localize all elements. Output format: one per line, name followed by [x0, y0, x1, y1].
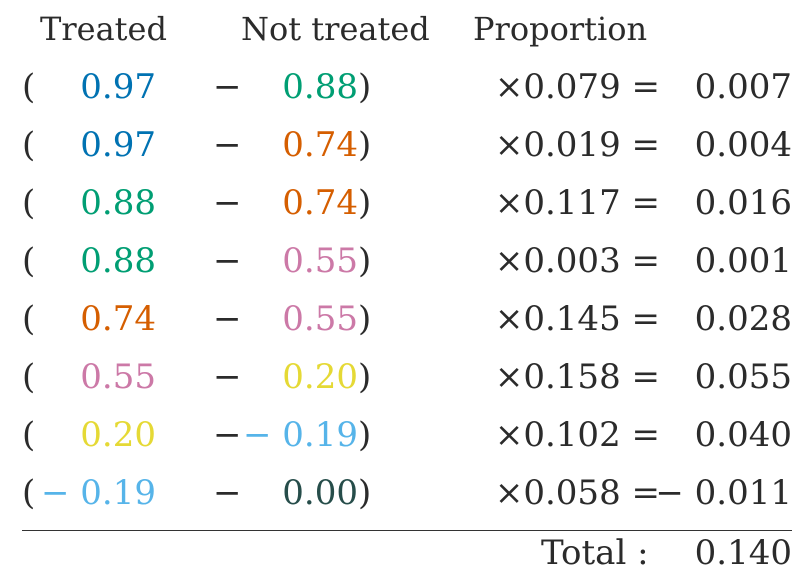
- not-treated-value: 0.20: [282, 357, 358, 397]
- minus-sign: −: [213, 241, 242, 281]
- total-label: Total :: [541, 533, 649, 573]
- not-treated-value: 0.74: [282, 125, 358, 165]
- proportion-value: ×0.102 =: [494, 415, 660, 455]
- header-treated: Treated: [40, 10, 167, 48]
- close-paren: ): [358, 183, 372, 223]
- open-paren: (: [22, 183, 36, 223]
- table-row: (0.88 −0.55) ×0.003 = 0.001: [0, 232, 810, 290]
- open-paren: (: [22, 299, 36, 339]
- row-result: − 0.011: [655, 473, 792, 513]
- close-paren: ): [358, 67, 372, 107]
- open-paren: (: [22, 357, 36, 397]
- total-value: 0.140: [694, 533, 792, 573]
- table-row: (0.97 −0.74) ×0.019 = 0.004: [0, 116, 810, 174]
- not-treated-value: 0.74: [282, 183, 358, 223]
- treated-value: 0.97: [80, 67, 156, 107]
- row-result: 0.007: [694, 67, 792, 107]
- minus-sign: −: [213, 299, 242, 339]
- close-paren: ): [358, 299, 372, 339]
- close-paren: ): [358, 415, 372, 455]
- table-row: (0.20 − − 0.19) ×0.102 = 0.040: [0, 406, 810, 464]
- treated-value: 0.88: [80, 183, 156, 223]
- minus-sign: −: [213, 415, 242, 455]
- treated-value: 0.55: [80, 357, 156, 397]
- header-proportion: Proportion: [473, 10, 648, 48]
- open-paren: (: [22, 67, 36, 107]
- table-row: (0.55 −0.20) ×0.158 = 0.055: [0, 348, 810, 406]
- open-paren: (: [22, 415, 36, 455]
- close-paren: ): [358, 241, 372, 281]
- open-paren: (: [22, 473, 36, 513]
- row-result: 0.055: [694, 357, 792, 397]
- table-row: (0.74 −0.55) ×0.145 = 0.028: [0, 290, 810, 348]
- row-result: 0.016: [694, 183, 792, 223]
- minus-sign: −: [213, 125, 242, 165]
- table-row: (− 0.19 −0.00) ×0.058 = − 0.011: [0, 464, 810, 522]
- close-paren: ): [358, 357, 372, 397]
- proportion-value: ×0.117 =: [494, 183, 660, 223]
- close-paren: ): [358, 473, 372, 513]
- proportion-value: ×0.079 =: [494, 67, 660, 107]
- treated-value: 0.88: [80, 241, 156, 281]
- row-result: 0.004: [694, 125, 792, 165]
- proportion-value: ×0.145 =: [494, 299, 660, 339]
- not-treated-value: − 0.19: [243, 415, 358, 455]
- open-paren: (: [22, 125, 36, 165]
- treated-value: 0.74: [80, 299, 156, 339]
- table-row: (0.88 −0.74) ×0.117 = 0.016: [0, 174, 810, 232]
- total-rule: [22, 530, 792, 531]
- not-treated-value: 0.00: [282, 473, 358, 513]
- close-paren: ): [358, 125, 372, 165]
- minus-sign: −: [213, 183, 242, 223]
- minus-sign: −: [213, 67, 242, 107]
- header-not-treated: Not treated: [241, 10, 430, 48]
- not-treated-value: 0.55: [282, 241, 358, 281]
- proportion-value: ×0.058 =: [494, 473, 660, 513]
- open-paren: (: [22, 241, 36, 281]
- treated-value: − 0.19: [41, 473, 156, 513]
- row-result: 0.028: [694, 299, 792, 339]
- minus-sign: −: [213, 473, 242, 513]
- table-row: (0.97 −0.88) ×0.079 = 0.007: [0, 58, 810, 116]
- proportion-value: ×0.019 =: [494, 125, 660, 165]
- minus-sign: −: [213, 357, 242, 397]
- treated-value: 0.97: [80, 125, 156, 165]
- proportion-value: ×0.158 =: [494, 357, 660, 397]
- not-treated-value: 0.55: [282, 299, 358, 339]
- treated-value: 0.20: [80, 415, 156, 455]
- row-result: 0.001: [694, 241, 792, 281]
- row-result: 0.040: [694, 415, 792, 455]
- proportion-value: ×0.003 =: [494, 241, 660, 281]
- not-treated-value: 0.88: [282, 67, 358, 107]
